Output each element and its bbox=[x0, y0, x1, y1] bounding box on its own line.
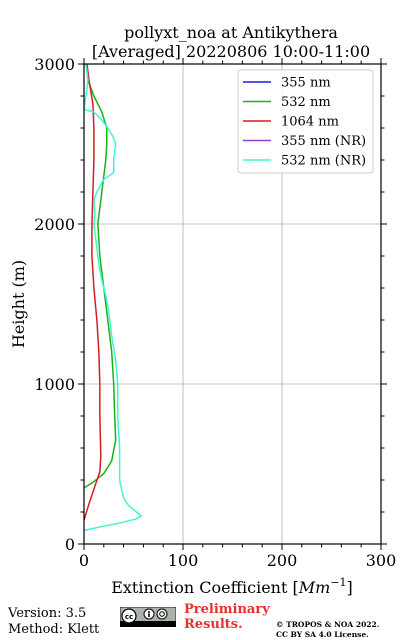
x-axis-label-suffix: ] bbox=[347, 578, 353, 597]
y-tick-label: 2000 bbox=[34, 215, 75, 234]
x-tick-label: 100 bbox=[168, 551, 199, 570]
chart-title-line-1: pollyxt_noa at Antikythera bbox=[124, 23, 338, 42]
legend-label: 355 nm (NR) bbox=[281, 134, 366, 149]
legend-label: 355 nm bbox=[281, 76, 331, 91]
x-axis-label-exponent: −1 bbox=[330, 576, 346, 589]
copyright-line-1: © TROPOS & NOA 2022. bbox=[276, 620, 380, 629]
x-axis-label-prefix: Extinction Coefficient [ bbox=[111, 578, 299, 597]
version-text: Version: 3.5 bbox=[8, 606, 87, 621]
extinction-profile-chart: pollyxt_noa at Antikythera [Averaged] 20… bbox=[9, 23, 396, 597]
series-group bbox=[83, 63, 143, 532]
cc-by-sa-license-icon: cc bbox=[119, 606, 177, 628]
method-text: Method: Klett bbox=[8, 622, 100, 637]
preliminary-results-note: Preliminary Results. bbox=[184, 602, 284, 632]
x-tick-label: 0 bbox=[79, 551, 89, 570]
y-tick-label: 1000 bbox=[34, 375, 75, 394]
x-tick-label: 300 bbox=[366, 551, 397, 570]
series-line-2 bbox=[83, 63, 102, 521]
y-tick-label: 3000 bbox=[34, 55, 75, 74]
x-axis-label-unit: Mm bbox=[298, 578, 331, 597]
x-axis-label: Extinction Coefficient [Mm−1] bbox=[111, 576, 353, 597]
x-tick-label: 200 bbox=[267, 551, 298, 570]
copyright-line-2: CC BY SA 4.0 License. bbox=[276, 630, 369, 639]
preliminary-line-2: Results. bbox=[184, 617, 243, 632]
plot-frame bbox=[83, 63, 382, 545]
series-line-4 bbox=[83, 63, 143, 532]
legend: 355 nm 532 nm 1064 nm 355 nm (NR) 532 nm (NR… bbox=[237, 69, 374, 174]
y-axis-label: Height (m) bbox=[9, 260, 28, 348]
ticks bbox=[78, 58, 387, 550]
copyright-notice: © TROPOS & NOA 2022. CC BY SA 4.0 Licens… bbox=[276, 620, 398, 640]
svg-text:cc: cc bbox=[125, 613, 133, 621]
y-tick-label: 0 bbox=[65, 535, 75, 554]
legend-label: 532 nm (NR) bbox=[281, 154, 366, 169]
legend-label: 1064 nm bbox=[281, 115, 339, 130]
preliminary-line-1: Preliminary bbox=[184, 602, 270, 617]
legend-box bbox=[237, 69, 374, 174]
legend-label: 532 nm bbox=[281, 95, 331, 110]
chart-title-line-2: [Averaged] 20220806 10:00-11:00 bbox=[92, 42, 370, 61]
